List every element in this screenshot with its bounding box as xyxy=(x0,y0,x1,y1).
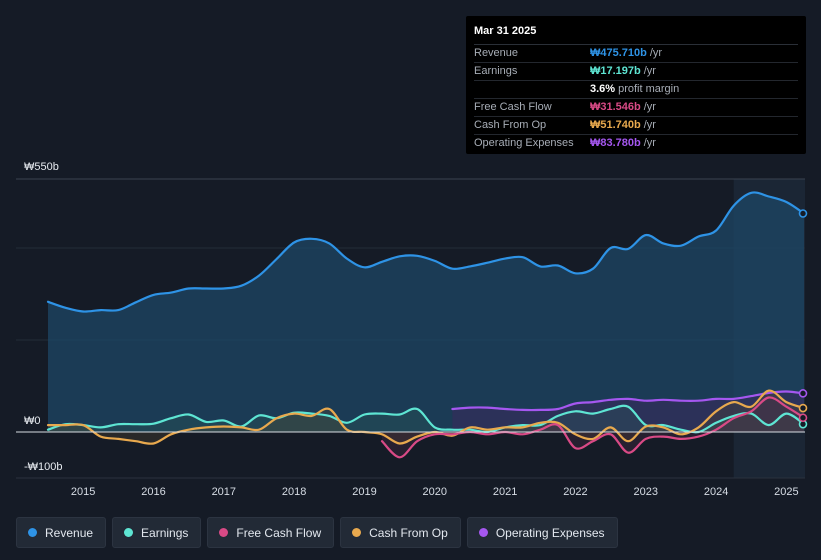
legend-dot-icon xyxy=(478,528,488,537)
legend-item-cash-from-op[interactable]: Cash From Op xyxy=(340,517,461,548)
series-end-marker-operating-expenses xyxy=(798,389,808,398)
tooltip-row-label: Free Cash Flow xyxy=(474,101,552,113)
tooltip-panel: Mar 31 2025 Revenue ₩475.710b/yr Earnings ₩… xyxy=(466,16,806,154)
series-end-marker-free-cash-flow xyxy=(798,413,808,423)
legend-item-earnings[interactable]: Earnings xyxy=(112,517,202,548)
x-tick-label: 2020 xyxy=(423,486,447,498)
legend-label: Operating Expenses xyxy=(495,525,605,540)
x-tick-label: 2015 xyxy=(71,486,95,498)
legend-dot-icon xyxy=(219,528,229,537)
series-area-revenue xyxy=(48,192,804,432)
x-tick-label: 2021 xyxy=(493,486,517,498)
tooltip-row-label: Revenue xyxy=(474,47,519,59)
series-end-marker-cash-from-op xyxy=(798,403,808,413)
legend-dot-icon xyxy=(352,528,362,537)
y-label-top: ₩550b xyxy=(24,161,59,173)
x-tick-label: 2023 xyxy=(634,486,658,498)
tooltip-row-value: ₩17.197b xyxy=(590,65,641,77)
tooltip-row-unit: /yr xyxy=(649,47,663,59)
legend-label: Earnings xyxy=(141,525,189,540)
series-line-cash-from-op xyxy=(46,389,806,445)
tooltip-row-unit: /yr xyxy=(643,101,656,113)
tooltip-row-value: ₩31.546b xyxy=(590,101,641,113)
x-tick-label: 2018 xyxy=(282,486,306,498)
x-tick-label: 2016 xyxy=(141,486,165,498)
series-line-free-cash-flow xyxy=(380,396,806,459)
tooltip-row: 3.6% profit margin xyxy=(474,81,798,99)
legend-dot-icon xyxy=(124,528,134,537)
y-label-zero: ₩0 xyxy=(24,415,41,427)
chart-area: ₩550b ₩0 -₩100b 2015 2016 2017 2018 2019 2020… xyxy=(16,161,808,498)
tooltip-row-label: Cash From Op xyxy=(474,119,547,131)
series-end-marker-revenue xyxy=(798,209,808,218)
series-line-earnings xyxy=(46,404,806,434)
tooltip-row: Free Cash Flow ₩31.546b/yr xyxy=(474,99,798,117)
x-tick-label: 2025 xyxy=(774,486,798,498)
tooltip-row-value: ₩475.710b xyxy=(590,47,647,59)
legend-label: Revenue xyxy=(45,525,94,540)
x-tick-label: 2022 xyxy=(563,486,587,498)
tooltip-row-unit: /yr xyxy=(643,65,656,77)
x-tick-label: 2019 xyxy=(352,486,376,498)
legend-item-free-cash-flow[interactable]: Free Cash Flow xyxy=(207,517,335,548)
tooltip-row-unit: profit margin xyxy=(618,83,680,95)
tooltip-row: Revenue ₩475.710b/yr xyxy=(474,45,798,63)
legend-label: Free Cash Flow xyxy=(236,525,322,540)
tooltip-row-unit: /yr xyxy=(643,137,656,149)
tooltip-row: Operating Expenses ₩83.780b/yr xyxy=(474,135,798,152)
tooltip-row-label xyxy=(474,81,590,98)
legend-item-revenue[interactable]: Revenue xyxy=(16,517,107,548)
legend-dot-icon xyxy=(28,528,37,537)
x-tick-labels: 2015 2016 2017 2018 2019 2020 2021 2022 2023 2024… xyxy=(71,486,799,498)
x-tick-label: 2024 xyxy=(704,486,728,498)
x-tick-label: 2017 xyxy=(212,486,236,498)
legend-item-operating-expenses[interactable]: Operating Expenses xyxy=(466,517,618,548)
tooltip-row-value: ₩51.740b xyxy=(590,119,641,131)
series-line-revenue xyxy=(46,191,806,313)
tooltip-row-label: Operating Expenses xyxy=(474,137,574,149)
series-layer xyxy=(46,191,808,459)
series-line-operating-expenses xyxy=(451,390,806,412)
tooltip-row-value: 3.6% xyxy=(590,83,616,95)
tooltip-row: Cash From Op ₩51.740b/yr xyxy=(474,117,798,135)
legend-label: Cash From Op xyxy=(369,525,448,540)
tooltip-row-unit: /yr xyxy=(643,119,656,131)
tooltip-row: Earnings ₩17.197b/yr xyxy=(474,63,798,81)
y-label-bottom: -₩100b xyxy=(24,461,63,473)
series-area-free-cash-flow xyxy=(382,397,804,458)
tooltip-row-label: Earnings xyxy=(474,65,518,77)
tooltip-row-value: ₩83.780b xyxy=(590,137,641,149)
legend: Revenue Earnings Free Cash Flow Cash From O… xyxy=(16,517,618,548)
tooltip-date: Mar 31 2025 xyxy=(474,24,798,45)
